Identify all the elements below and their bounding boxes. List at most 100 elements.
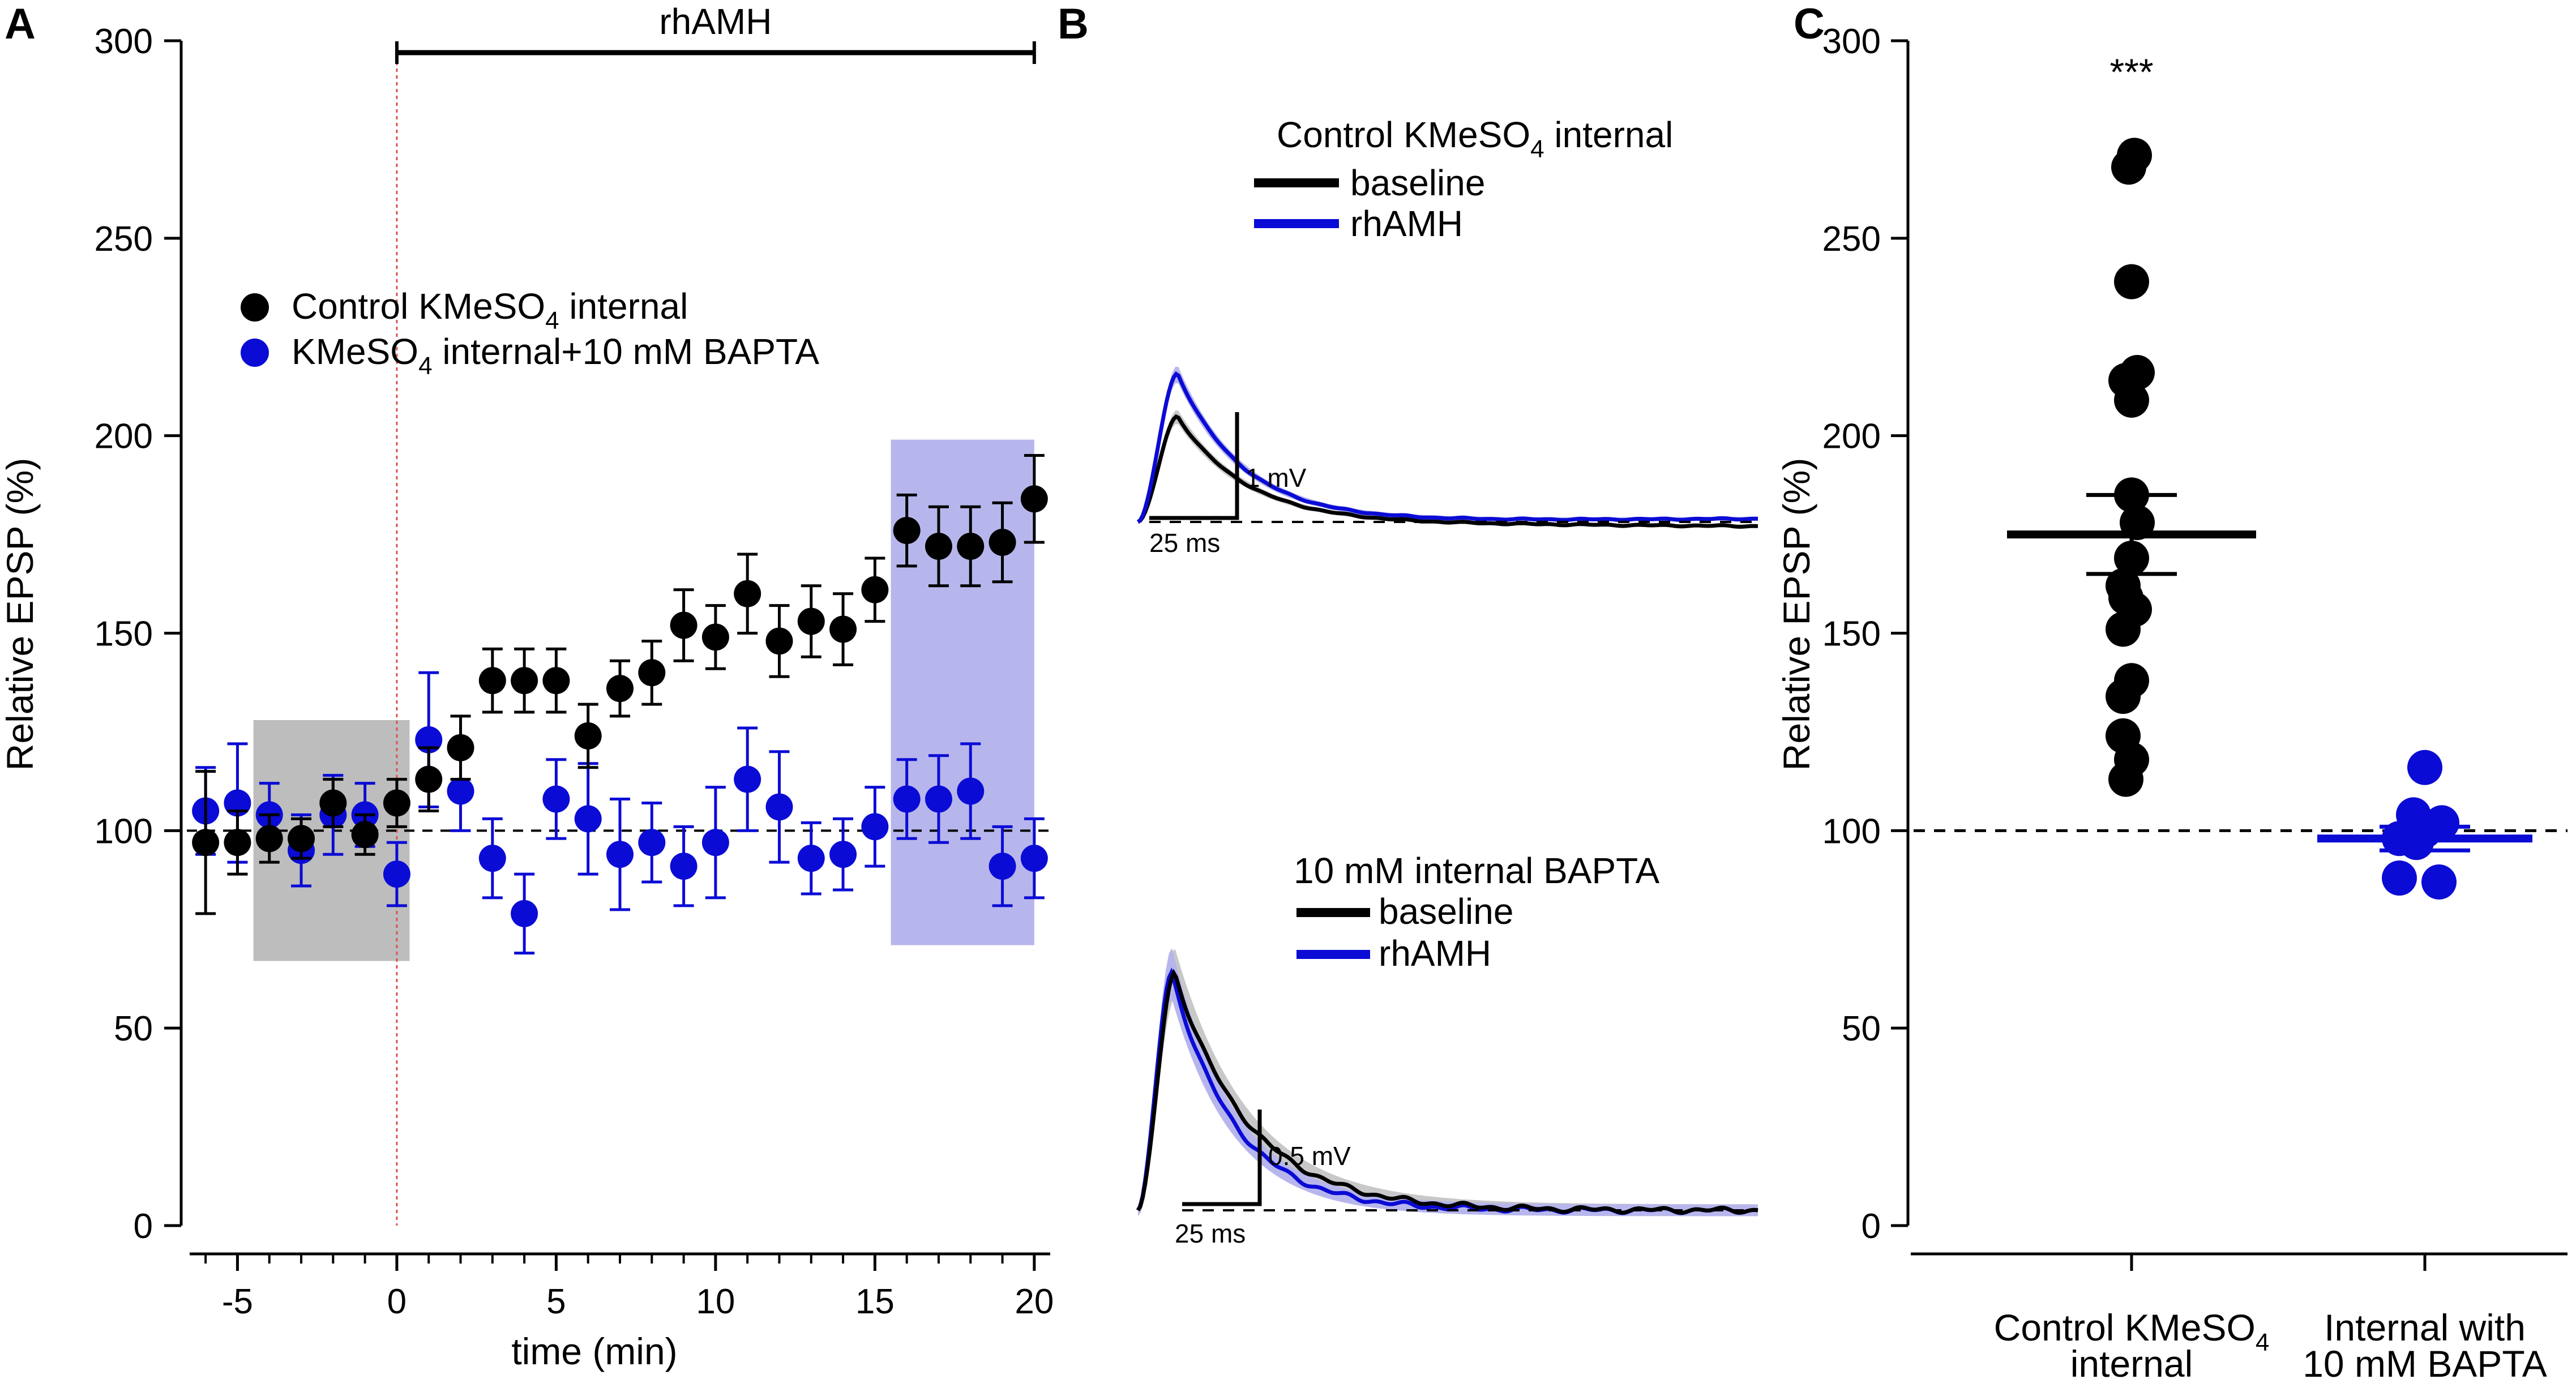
- data-point: [957, 533, 985, 560]
- panel-label-c: C: [1794, 0, 1825, 48]
- c-y-tick-label: 50: [1842, 1009, 1881, 1048]
- data-point: [638, 829, 666, 856]
- traces-control: [1136, 367, 1758, 529]
- trace-baseline: [1137, 414, 1758, 529]
- data-point: [2111, 149, 2146, 185]
- traces-bapta: [1136, 948, 1758, 1217]
- panel-c-y-axis-title: Relative EPSP (%): [1775, 458, 1817, 771]
- x-tick-label: -5: [222, 1282, 253, 1321]
- data-point: [734, 765, 761, 793]
- y-tick-label: 50: [114, 1009, 153, 1048]
- group-label-bapta-line1: Internal with: [2324, 1307, 2526, 1348]
- data-point: [319, 789, 347, 817]
- scale-label-mv-control: 1 mV: [1246, 463, 1307, 492]
- data-point: [701, 829, 729, 856]
- panel-a-series: [192, 454, 1048, 955]
- group-label-control-line2: internal: [2070, 1343, 2193, 1379]
- x-tick-label: 20: [1015, 1282, 1054, 1321]
- data-point: [574, 805, 602, 833]
- trace-set-control: Control KMeSO4 internal baseline rhAMH 1…: [1136, 114, 1758, 558]
- scale-bar-control: [1149, 412, 1239, 520]
- data-point: [1020, 485, 1048, 513]
- y-tick-label: 100: [95, 812, 153, 851]
- y-tick-label: 0: [134, 1207, 153, 1246]
- data-point: [2407, 750, 2442, 785]
- data-point: [2114, 382, 2149, 418]
- data-point: [765, 627, 793, 655]
- panel-label-b: B: [1058, 0, 1089, 48]
- y-tick-label: 200: [95, 417, 153, 456]
- panel-a-y-axis-title: Relative EPSP (%): [0, 458, 41, 771]
- panel-c-summary: 0 50 100 150 200 250 300 *** Control KMeSO4 in…: [1775, 22, 2568, 1379]
- y-tick-label: 300: [95, 22, 153, 61]
- legend-label-rhamh: rhAMH: [1350, 203, 1463, 244]
- data-point: [734, 580, 761, 607]
- sem-band-rhamh-bapta: [1138, 948, 1758, 1217]
- c-y-tick-label: 150: [1822, 615, 1881, 654]
- legend-label-control: Control KMeSO4 internal: [292, 286, 688, 335]
- panel-b-epsp-traces: Control KMeSO4 internal baseline rhAMH 1…: [1136, 114, 1758, 1248]
- data-point: [574, 722, 602, 750]
- data-point: [542, 785, 570, 813]
- y-tick-label: 250: [95, 220, 153, 259]
- data-point: [383, 860, 410, 888]
- data-point: [893, 517, 921, 545]
- panel-a-legend: Control KMeSO4 internal KMeSO4 internal+…: [241, 286, 819, 380]
- c-y-tick-label: 200: [1822, 417, 1881, 456]
- data-point: [224, 829, 251, 856]
- trace-title-bapta: 10 mM internal BAPTA: [1294, 850, 1659, 891]
- data-point: [670, 853, 698, 880]
- data-point: [2114, 264, 2149, 299]
- data-point: [447, 777, 474, 805]
- panel-c-axes: 0 50 100 150 200 250 300: [1822, 22, 2568, 1271]
- drug-application-bar: rhAMH: [395, 1, 1036, 64]
- data-point: [542, 667, 570, 695]
- data-point: [670, 611, 698, 639]
- data-point: [2382, 860, 2417, 896]
- data-point: [829, 615, 857, 643]
- legend-label-bapta: KMeSO4 internal+10 mM BAPTA: [292, 331, 819, 380]
- sem-band-baseline-bapta: [1138, 949, 1758, 1217]
- data-point: [447, 734, 474, 761]
- data-point: [351, 821, 379, 849]
- data-point: [638, 659, 666, 687]
- c-y-tick-label: 100: [1822, 812, 1881, 851]
- data-point: [288, 825, 315, 853]
- data-point: [701, 623, 729, 651]
- legend-label-rhamh-bapta: rhAMH: [1379, 933, 1491, 974]
- data-point: [2421, 864, 2457, 900]
- data-point: [2106, 611, 2141, 647]
- scale-label-mv-bapta: 0.5 mV: [1268, 1141, 1351, 1171]
- data-point: [925, 785, 952, 813]
- scale-bar-bapta: [1182, 1110, 1262, 1206]
- data-point: [861, 813, 889, 841]
- points-bapta: [2317, 750, 2532, 900]
- data-point: [1020, 845, 1048, 872]
- data-point: [829, 841, 857, 868]
- data-point: [861, 576, 889, 603]
- data-point: [893, 785, 921, 813]
- series-control: [192, 454, 1048, 915]
- panel-label-a: A: [5, 0, 36, 48]
- group-label-bapta-line2: 10 mM BAPTA: [2303, 1343, 2547, 1379]
- data-point: [511, 667, 538, 695]
- legend-marker-control: [241, 293, 269, 322]
- data-point: [192, 829, 220, 856]
- sem-band-rhamh: [1138, 367, 1758, 524]
- legend-label-baseline-bapta: baseline: [1379, 891, 1513, 932]
- c-y-tick-label: 300: [1822, 22, 1881, 61]
- data-point: [2108, 761, 2143, 797]
- panel-a-x-axis-title: time (min): [511, 1330, 677, 1372]
- scale-label-ms-bapta: 25 ms: [1175, 1219, 1246, 1248]
- trace-rhamh: [1136, 371, 1758, 524]
- data-point: [255, 825, 283, 853]
- data-point: [797, 607, 825, 635]
- drug-bar-label: rhAMH: [659, 1, 772, 42]
- data-point: [797, 845, 825, 872]
- data-point: [478, 667, 506, 695]
- data-point: [415, 765, 443, 793]
- legend-marker-bapta: [241, 339, 269, 367]
- data-point: [383, 789, 410, 817]
- data-point: [765, 793, 793, 821]
